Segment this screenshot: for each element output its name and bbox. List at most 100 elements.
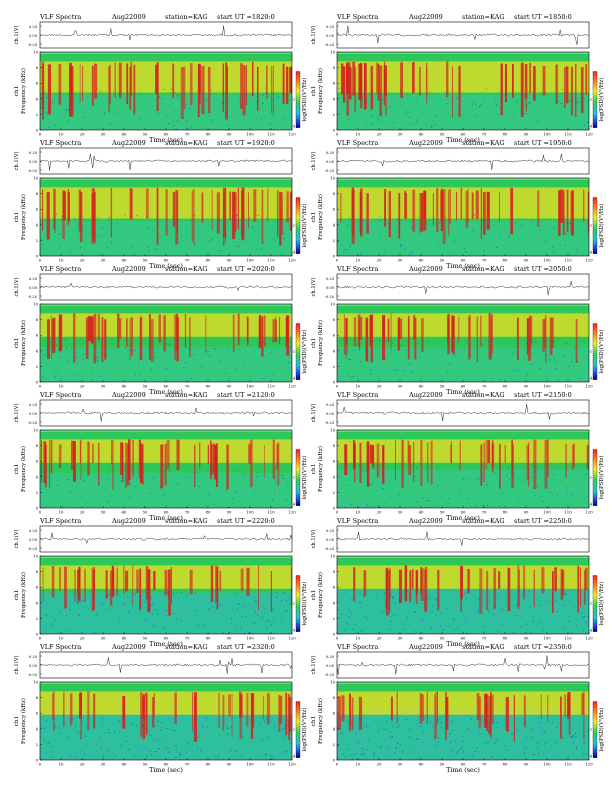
spectrogram-speck [499,484,501,486]
spectrogram-speck [486,505,488,507]
spectrogram-streak [584,570,586,605]
spectrogram-speck [531,363,533,365]
spectrogram-speck [537,121,539,123]
panel-date: Aug22009 [111,265,146,273]
spectrogram-streak [141,444,144,485]
spectrogram-low-band [40,94,292,130]
frequency-tick-label: 10 [330,680,335,685]
panel-title: VLF Spectra [39,517,81,525]
spectrogram-speck [506,750,508,752]
spectrogram-speck [277,96,279,98]
spectrogram-speck [151,613,153,615]
spectrogram-speck [382,480,384,482]
colorbar-tick-label: -2 [292,728,295,732]
spectrogram-speck [417,501,419,503]
spectrogram-streak [201,192,204,223]
spectrogram-speck [41,475,43,477]
time-tick-label: 50 [143,132,148,137]
spectrogram-speck [463,478,465,480]
panel-title: VLF Spectra [336,391,378,399]
spectrogram-speck [236,750,238,752]
spectrogram-speck [435,124,437,126]
spectrogram-streak [130,61,133,97]
spectrogram-streak [88,315,92,341]
spectrogram-speck [225,372,227,374]
spectrogram-speck [226,489,228,491]
spectrogram-streak [71,440,74,470]
spectrogram-speck [380,119,382,121]
spectrogram-streak [139,439,141,470]
spectrogram-speck [69,608,71,610]
spectrogram-speck [448,364,450,366]
spectrogram-speck [145,758,147,760]
spectrogram-speck [59,610,61,612]
time-tick-label: 70 [482,636,487,641]
spectrogram-speck [425,507,427,508]
spectrogram-speck [265,343,267,345]
colorbar-tick-label: -2 [292,98,295,102]
spectrogram-speck [526,105,528,107]
spectrogram-speck [390,736,392,738]
spectrogram-speck [239,99,241,101]
spectrogram-speck [460,488,462,490]
spectrogram-speck [183,367,185,369]
spectrogram-speck [180,592,182,594]
spectrogram-speck [531,728,533,730]
spectrogram-streak [365,317,369,362]
spectrogram-streak [405,193,408,219]
spectrogram-speck [509,478,511,480]
spectrogram-speck [365,124,367,126]
spectrogram-speck [446,91,448,93]
spectrogram-streak [163,315,166,352]
spectrogram-speck [134,254,136,256]
spectrogram-streak [451,315,454,352]
spectrogram-streak [423,190,427,231]
spectrogram-speck [241,755,243,757]
spectrogram-speck [53,372,55,374]
spectrogram-speck [55,344,57,346]
spectrogram-speck [516,101,518,103]
spectrogram-speck [393,122,395,124]
spectrogram-streak [176,439,180,471]
spectrogram-speck [587,121,589,123]
frequency-tick-label: 6 [36,711,39,716]
spectrogram-speck [244,606,246,608]
spectrogram-streak [533,439,537,490]
spectrogram-streak [43,441,47,484]
spectrogram-speck [377,724,379,726]
spectrogram-streak [345,318,348,345]
spectrogram-speck [377,505,379,507]
spectrogram-streak [359,442,362,484]
spectrogram-speck [85,735,87,737]
spectrogram-streak [469,314,471,359]
spectrogram-streak [59,314,63,351]
spectrogram-speck [562,736,564,738]
spectrogram-streak [276,443,279,470]
time-tick-label: 30 [398,762,403,767]
spectrogram-speck [337,745,339,747]
spectrogram-speck [435,115,437,117]
waveform-trace [40,532,293,545]
waveform-frame [39,399,293,427]
spectrogram-speck [83,353,85,355]
spectrogram-speck [522,594,524,596]
spectrogram-streak [153,571,156,590]
time-tick-label: 40 [122,132,127,137]
spectrogram-streak [363,63,366,110]
spectrogram-speck [362,471,364,473]
time-tick-label: 40 [122,258,127,263]
spectrogram-speck [434,599,436,601]
panel-date: Aug22009 [111,643,146,651]
spectrogram-streak [471,192,474,220]
spectrogram-streak [426,691,428,725]
spectrogram-speck [427,499,429,501]
frequency-tick-label: 0 [36,758,39,763]
waveform-frame [39,147,293,175]
spectrogram-speck [117,223,119,225]
spectrogram-speck [507,467,509,469]
spectrogram-speck [129,497,131,499]
spectrogram-streak [286,66,289,104]
spectrogram-speck [265,91,267,93]
spectrogram-streak [216,443,218,487]
spectrogram-speck [211,239,213,241]
